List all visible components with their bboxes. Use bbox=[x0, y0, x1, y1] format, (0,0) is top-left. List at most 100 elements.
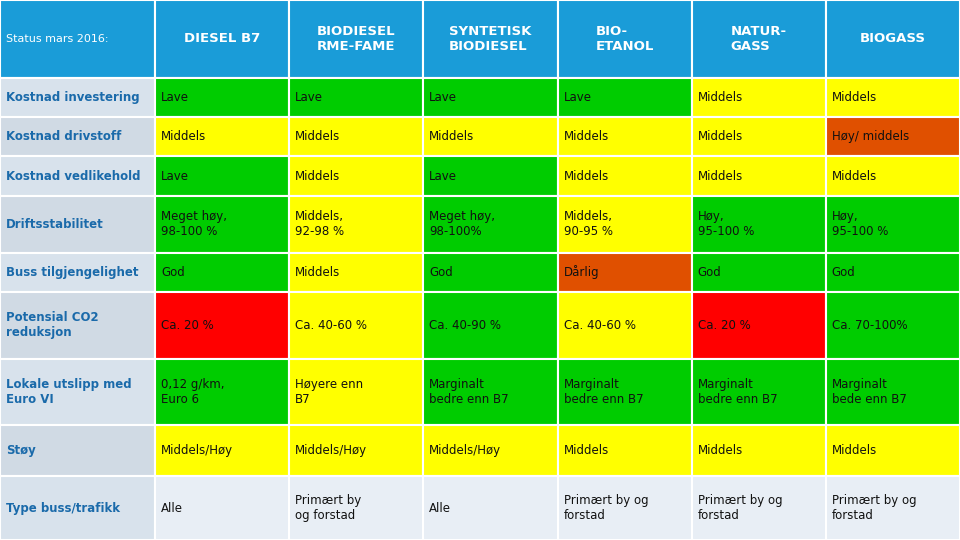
Text: Lokale utslipp med
Euro VI: Lokale utslipp med Euro VI bbox=[6, 378, 132, 406]
Text: Middels: Middels bbox=[831, 91, 877, 104]
Text: Høy,
95-100 %: Høy, 95-100 % bbox=[831, 210, 888, 238]
Text: Kostnad drivstoff: Kostnad drivstoff bbox=[6, 130, 121, 143]
Bar bbox=[826, 476, 960, 540]
Bar bbox=[558, 476, 691, 540]
Bar bbox=[558, 425, 691, 476]
Bar bbox=[826, 117, 960, 157]
Bar bbox=[289, 0, 423, 78]
Bar bbox=[155, 425, 289, 476]
Bar bbox=[558, 157, 691, 195]
Bar bbox=[691, 253, 826, 292]
Text: Middels: Middels bbox=[831, 444, 877, 457]
Bar bbox=[558, 78, 691, 117]
Bar bbox=[826, 78, 960, 117]
Bar bbox=[423, 476, 558, 540]
Bar bbox=[289, 292, 423, 359]
Bar bbox=[155, 476, 289, 540]
Text: Lave: Lave bbox=[161, 91, 189, 104]
Text: God: God bbox=[429, 266, 453, 279]
Text: Buss tilgjengelighet: Buss tilgjengelighet bbox=[6, 266, 138, 279]
Bar bbox=[423, 359, 558, 425]
Bar bbox=[289, 253, 423, 292]
Text: 0,12 g/km,
Euro 6: 0,12 g/km, Euro 6 bbox=[161, 378, 225, 406]
Text: Middels: Middels bbox=[698, 170, 743, 183]
Bar bbox=[691, 292, 826, 359]
Text: God: God bbox=[831, 266, 855, 279]
Text: Type buss/trafikk: Type buss/trafikk bbox=[6, 502, 120, 515]
Text: Ca. 40-90 %: Ca. 40-90 % bbox=[429, 319, 501, 332]
Text: Middels: Middels bbox=[564, 130, 609, 143]
Text: Middels: Middels bbox=[698, 444, 743, 457]
Text: Lave: Lave bbox=[564, 91, 591, 104]
Bar bbox=[155, 195, 289, 253]
Bar bbox=[155, 292, 289, 359]
Bar bbox=[826, 253, 960, 292]
Text: Ca. 20 %: Ca. 20 % bbox=[161, 319, 214, 332]
Text: Primært by og
forstad: Primært by og forstad bbox=[564, 494, 648, 522]
Bar bbox=[826, 359, 960, 425]
Bar bbox=[691, 157, 826, 195]
Bar bbox=[423, 195, 558, 253]
Text: Middels: Middels bbox=[295, 130, 341, 143]
Text: Middels: Middels bbox=[698, 130, 743, 143]
Text: Middels: Middels bbox=[831, 170, 877, 183]
Text: SYNTETISK
BIODIESEL: SYNTETISK BIODIESEL bbox=[449, 25, 532, 53]
Text: BIODIESEL
RME-FAME: BIODIESEL RME-FAME bbox=[317, 25, 396, 53]
Text: Ca. 40-60 %: Ca. 40-60 % bbox=[564, 319, 636, 332]
Bar bbox=[155, 157, 289, 195]
Bar bbox=[423, 425, 558, 476]
Bar bbox=[289, 117, 423, 157]
Text: Middels,
90-95 %: Middels, 90-95 % bbox=[564, 210, 612, 238]
Bar bbox=[691, 117, 826, 157]
Text: DIESEL B7: DIESEL B7 bbox=[184, 32, 260, 45]
Text: Dårlig: Dårlig bbox=[564, 265, 599, 279]
Text: Støy: Støy bbox=[6, 444, 36, 457]
Text: Middels: Middels bbox=[564, 444, 609, 457]
Bar bbox=[558, 253, 691, 292]
Text: Høy/ middels: Høy/ middels bbox=[831, 130, 909, 143]
Bar bbox=[826, 157, 960, 195]
Bar bbox=[691, 359, 826, 425]
Text: Middels,
92-98 %: Middels, 92-98 % bbox=[295, 210, 345, 238]
Bar bbox=[826, 292, 960, 359]
Bar bbox=[0, 78, 155, 117]
Text: Primært by og
forstad: Primært by og forstad bbox=[698, 494, 782, 522]
Bar bbox=[826, 425, 960, 476]
Text: Høy,
95-100 %: Høy, 95-100 % bbox=[698, 210, 754, 238]
Bar bbox=[0, 292, 155, 359]
Bar bbox=[0, 359, 155, 425]
Bar bbox=[558, 117, 691, 157]
Bar bbox=[0, 157, 155, 195]
Text: Middels: Middels bbox=[429, 130, 474, 143]
Bar bbox=[691, 0, 826, 78]
Bar bbox=[155, 0, 289, 78]
Text: Kostnad investering: Kostnad investering bbox=[6, 91, 139, 104]
Text: Alle: Alle bbox=[429, 502, 451, 515]
Text: Middels: Middels bbox=[698, 91, 743, 104]
Bar bbox=[423, 157, 558, 195]
Bar bbox=[423, 0, 558, 78]
Bar bbox=[155, 359, 289, 425]
Text: Kostnad vedlikehold: Kostnad vedlikehold bbox=[6, 170, 140, 183]
Text: Ca. 20 %: Ca. 20 % bbox=[698, 319, 751, 332]
Text: Primært by og
forstad: Primært by og forstad bbox=[831, 494, 917, 522]
Bar bbox=[558, 292, 691, 359]
Bar bbox=[0, 0, 155, 78]
Text: Alle: Alle bbox=[161, 502, 183, 515]
Bar bbox=[289, 476, 423, 540]
Text: BIOGASS: BIOGASS bbox=[860, 32, 925, 45]
Bar bbox=[289, 425, 423, 476]
Text: Middels: Middels bbox=[295, 170, 341, 183]
Text: God: God bbox=[698, 266, 721, 279]
Bar bbox=[155, 117, 289, 157]
Text: Lave: Lave bbox=[429, 91, 457, 104]
Text: Lave: Lave bbox=[161, 170, 189, 183]
Text: Potensial CO2
reduksjon: Potensial CO2 reduksjon bbox=[6, 311, 99, 339]
Bar bbox=[423, 253, 558, 292]
Bar bbox=[423, 78, 558, 117]
Text: Meget høy,
98-100%: Meget høy, 98-100% bbox=[429, 210, 495, 238]
Bar bbox=[558, 195, 691, 253]
Bar bbox=[289, 78, 423, 117]
Text: Status mars 2016:: Status mars 2016: bbox=[6, 34, 108, 44]
Text: Marginalt
bedre enn B7: Marginalt bedre enn B7 bbox=[564, 378, 643, 406]
